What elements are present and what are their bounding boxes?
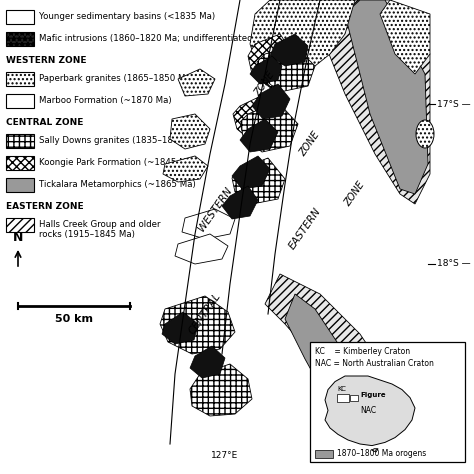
Text: ZONE: ZONE [343, 180, 367, 208]
Polygon shape [285, 294, 370, 439]
Polygon shape [222, 186, 258, 219]
Text: Marboo Formation (~1870 Ma): Marboo Formation (~1870 Ma) [39, 96, 172, 105]
Polygon shape [380, 0, 430, 74]
Polygon shape [257, 46, 315, 92]
Polygon shape [232, 156, 270, 189]
Bar [6, 134, 34, 148]
Polygon shape [170, 114, 210, 149]
Text: ZONE: ZONE [253, 70, 277, 98]
Bar [6, 178, 34, 192]
Text: WESTERN ZONE: WESTERN ZONE [6, 56, 86, 65]
Ellipse shape [416, 120, 434, 148]
Text: Figure: Figure [360, 392, 386, 398]
Text: Sally Downs granites (1835–1800 Ma): Sally Downs granites (1835–1800 Ma) [39, 136, 202, 145]
Polygon shape [372, 449, 378, 452]
Polygon shape [345, 0, 428, 194]
Polygon shape [252, 84, 290, 119]
Bar [6, 10, 34, 24]
Polygon shape [178, 69, 215, 96]
Bar [6, 72, 34, 86]
Bar [6, 94, 34, 108]
Bar [160, 9, 425, 464]
Polygon shape [240, 102, 298, 152]
Text: 18°S —: 18°S — [437, 259, 471, 268]
Bar [6, 156, 34, 170]
Text: Tickalara Metamorphics (~1865 Ma): Tickalara Metamorphics (~1865 Ma) [39, 180, 196, 189]
Text: Younger sedimentary basins (<1835 Ma): Younger sedimentary basins (<1835 Ma) [39, 12, 215, 21]
Text: NAC = North Australian Craton: NAC = North Australian Craton [315, 359, 434, 368]
Text: 17°S —: 17°S — [437, 100, 471, 109]
Polygon shape [240, 119, 278, 152]
Text: ZONE: ZONE [298, 130, 322, 158]
Polygon shape [248, 34, 300, 89]
Polygon shape [232, 158, 285, 204]
Text: CENTRAL: CENTRAL [187, 292, 223, 337]
Polygon shape [265, 274, 410, 454]
Text: NAC: NAC [360, 406, 376, 415]
Text: Halls Creek Group and older: Halls Creek Group and older [39, 220, 161, 229]
Bar [350, 394, 358, 401]
Text: WESTERN: WESTERN [196, 185, 234, 233]
Bar [6, 32, 34, 46]
Text: Paperbark granites (1865–1850 Ma): Paperbark granites (1865–1850 Ma) [39, 74, 194, 83]
Polygon shape [250, 0, 355, 84]
Text: Mafic intrusions (1860–1820 Ma; undifferentiated): Mafic intrusions (1860–1820 Ma; undiffer… [39, 34, 256, 43]
Bar [310, 342, 465, 462]
Polygon shape [160, 296, 235, 354]
Polygon shape [233, 94, 285, 144]
Polygon shape [182, 209, 235, 239]
Text: KC: KC [337, 386, 346, 392]
Text: CENTRAL ZONE: CENTRAL ZONE [6, 118, 83, 127]
Polygon shape [190, 364, 252, 416]
Polygon shape [250, 56, 282, 84]
Text: 127°E: 127°E [211, 451, 238, 460]
Bar [6, 218, 34, 232]
Polygon shape [270, 34, 308, 66]
Text: rocks (1915–1845 Ma): rocks (1915–1845 Ma) [39, 230, 135, 239]
Bar [315, 450, 333, 458]
Polygon shape [190, 346, 225, 378]
Text: 1870–1800 Ma orogens: 1870–1800 Ma orogens [337, 449, 426, 458]
Text: EASTERN: EASTERN [287, 206, 323, 252]
Text: EASTERN ZONE: EASTERN ZONE [6, 202, 83, 211]
Text: KC    = Kimberley Craton: KC = Kimberley Craton [315, 347, 410, 356]
Polygon shape [163, 156, 208, 182]
Polygon shape [325, 376, 415, 446]
Polygon shape [175, 234, 228, 264]
Bar [337, 393, 349, 401]
Text: 50 km: 50 km [55, 314, 93, 324]
Text: N: N [13, 231, 23, 244]
Text: Koongie Park Formation (~1845 Ma): Koongie Park Formation (~1845 Ma) [39, 158, 195, 167]
Polygon shape [310, 0, 430, 204]
Polygon shape [162, 312, 198, 344]
